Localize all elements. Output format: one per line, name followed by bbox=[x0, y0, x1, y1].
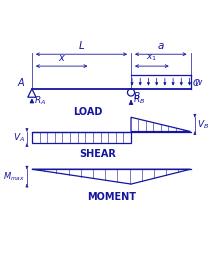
Text: $B$: $B$ bbox=[133, 90, 141, 101]
Text: SHEAR: SHEAR bbox=[79, 149, 116, 159]
Text: MOMENT: MOMENT bbox=[87, 192, 136, 202]
Polygon shape bbox=[131, 117, 191, 131]
Text: $x_1$: $x_1$ bbox=[146, 53, 157, 63]
Text: $C$: $C$ bbox=[191, 77, 200, 88]
Text: $V_A$: $V_A$ bbox=[13, 131, 25, 144]
Polygon shape bbox=[32, 169, 191, 184]
Text: $R_B$: $R_B$ bbox=[133, 94, 146, 106]
Text: $a$: $a$ bbox=[157, 41, 165, 51]
Text: $R_A$: $R_A$ bbox=[34, 94, 46, 107]
Text: $M_{max}$: $M_{max}$ bbox=[3, 170, 25, 183]
Text: $x$: $x$ bbox=[58, 53, 66, 63]
Text: $L$: $L$ bbox=[78, 39, 85, 51]
Text: LOAD: LOAD bbox=[73, 107, 102, 117]
Text: $V_B$: $V_B$ bbox=[197, 118, 209, 131]
Text: $w$: $w$ bbox=[194, 78, 204, 87]
Text: $A$: $A$ bbox=[17, 76, 26, 88]
Polygon shape bbox=[32, 131, 131, 143]
